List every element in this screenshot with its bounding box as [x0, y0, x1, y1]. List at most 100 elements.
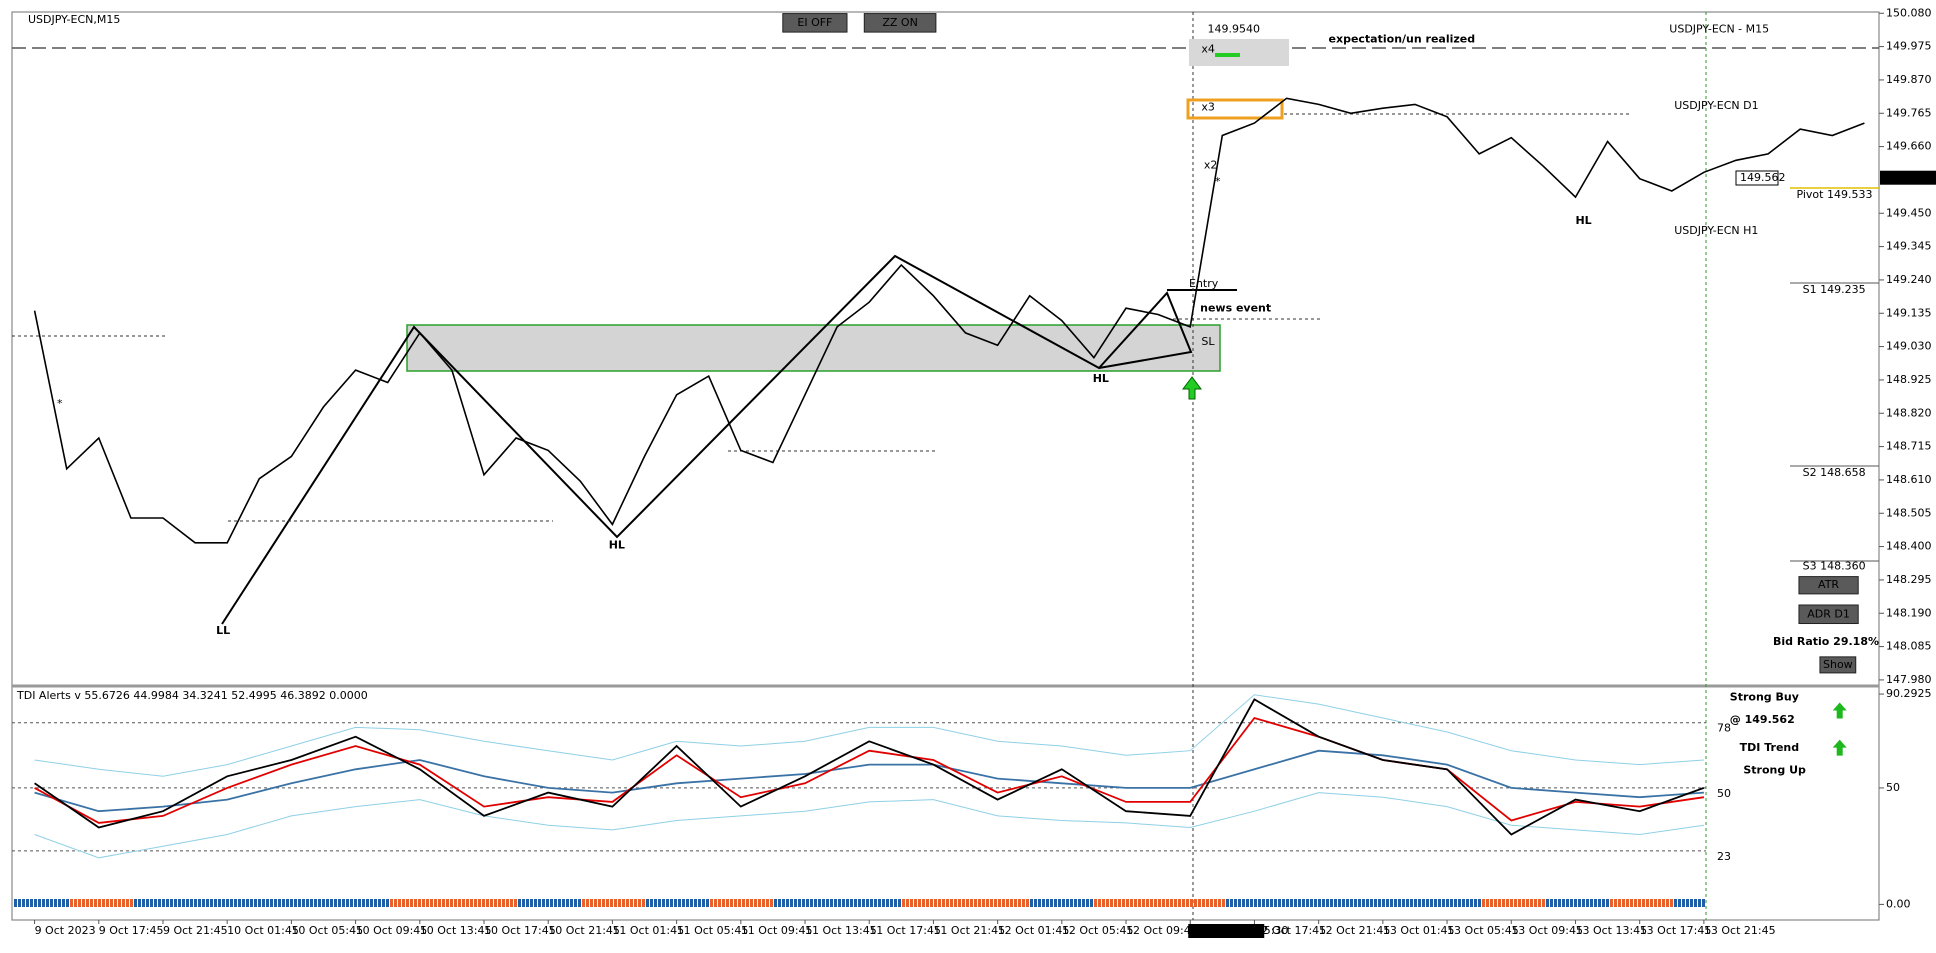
signal-dot — [78, 899, 81, 907]
signal-dot — [1126, 899, 1129, 907]
signal-dot — [386, 899, 389, 907]
signal-dot — [162, 899, 165, 907]
button[interactable] — [782, 13, 848, 33]
annotation: SL — [1201, 335, 1215, 348]
signal-dot — [802, 899, 805, 907]
signal-dot — [146, 899, 149, 907]
signal-dot — [378, 899, 381, 907]
current-price-label: 149.562 — [1884, 171, 1934, 184]
signal-dot — [1214, 899, 1217, 907]
signal-dot — [1370, 899, 1373, 907]
y-tick-label: 149.135 — [1886, 306, 1932, 319]
signal-dot — [506, 899, 509, 907]
signal-dot — [722, 899, 725, 907]
signal-dot — [1226, 899, 1229, 907]
x-tick-label: 13 Oct 09:45 — [1511, 924, 1583, 937]
signal-dot — [1022, 899, 1025, 907]
signal-dot — [1378, 899, 1381, 907]
signal-dot — [1250, 899, 1253, 907]
button-label[interactable]: ADR D1 — [1807, 607, 1850, 620]
annotation: S1 149.235 — [1803, 283, 1866, 296]
button-label[interactable]: Show — [1823, 658, 1853, 671]
signal-dot — [434, 899, 437, 907]
signal-dot — [354, 899, 357, 907]
signal-dot — [1006, 899, 1009, 907]
signal-dot — [330, 899, 333, 907]
y-tick-label: 149.660 — [1886, 140, 1932, 153]
button[interactable] — [1798, 576, 1859, 595]
annotation: LL — [216, 624, 230, 637]
signal-dot — [1682, 899, 1685, 907]
signal-dot — [358, 899, 361, 907]
button[interactable] — [863, 13, 937, 33]
signal-dot — [1622, 899, 1625, 907]
signal-dot — [1502, 899, 1505, 907]
signal-dot — [922, 899, 925, 907]
button-label[interactable]: ATR — [1818, 578, 1839, 591]
signal-dot — [878, 899, 881, 907]
signal-dot — [906, 899, 909, 907]
signal-dot — [902, 899, 905, 907]
signal-dot — [1078, 899, 1081, 907]
signal-dot — [478, 899, 481, 907]
button-label[interactable]: ZZ ON — [882, 16, 917, 29]
signal-dot — [622, 899, 625, 907]
signal-dot — [1134, 899, 1137, 907]
signal-dot — [1402, 899, 1405, 907]
annotation: x4 — [1201, 42, 1215, 55]
y-tick-label: 149.240 — [1886, 273, 1932, 286]
signal-dot — [990, 899, 993, 907]
signal-dot — [1290, 899, 1293, 907]
signal-dot — [86, 899, 89, 907]
signal-dot — [1154, 899, 1157, 907]
signal-dot — [754, 899, 757, 907]
signal-dot — [730, 899, 733, 907]
x-tick-label: 11 Oct 13:45 — [805, 924, 877, 937]
signal-dot — [678, 899, 681, 907]
signal-dot — [714, 899, 717, 907]
signal-dot — [898, 899, 901, 907]
signal-dot — [14, 899, 17, 907]
signal-dot — [470, 899, 473, 907]
signal-dot — [1474, 899, 1477, 907]
signal-dot — [710, 899, 713, 907]
signal-dot — [1322, 899, 1325, 907]
signal-dot — [930, 899, 933, 907]
signal-dot — [322, 899, 325, 907]
button[interactable] — [1798, 604, 1859, 625]
signal-dot — [638, 899, 641, 907]
signal-dot — [626, 899, 629, 907]
button-label[interactable]: EI OFF — [797, 16, 832, 29]
signal-dot — [822, 899, 825, 907]
annotation: USDJPY-ECN - M15 — [1669, 23, 1769, 36]
signal-dot — [1518, 899, 1521, 907]
y-tick-label: 148.505 — [1886, 506, 1932, 519]
signal-dot — [122, 899, 125, 907]
level-lines — [12, 113, 1630, 522]
signal-dot — [154, 899, 157, 907]
signal-dot — [1162, 899, 1165, 907]
annotation: expectation/un realized — [1329, 33, 1476, 46]
signal-dot — [230, 899, 233, 907]
signal-dot — [1242, 899, 1245, 907]
signal-dot — [1222, 899, 1225, 907]
signal-dot — [1218, 899, 1221, 907]
signal-dot — [458, 899, 461, 907]
button[interactable] — [1819, 656, 1857, 674]
signal-dot — [1658, 899, 1661, 907]
signal-dot — [370, 899, 373, 907]
signal-dot — [1482, 899, 1485, 907]
signal-dot — [982, 899, 985, 907]
signal-dot — [738, 899, 741, 907]
signal-dot — [326, 899, 329, 907]
signal-dot — [526, 899, 529, 907]
signal-dot — [178, 899, 181, 907]
signal-dot — [998, 899, 1001, 907]
x-tick-label: 12 Oct 09:45 — [1126, 924, 1198, 937]
signal-dot — [1390, 899, 1393, 907]
signal-dot — [1438, 899, 1441, 907]
indicator-title: TDI Alerts v 55.6726 44.9984 34.3241 52.… — [16, 689, 368, 702]
signal-dot — [742, 899, 745, 907]
signal-dot — [570, 899, 573, 907]
signal-dot — [158, 899, 161, 907]
